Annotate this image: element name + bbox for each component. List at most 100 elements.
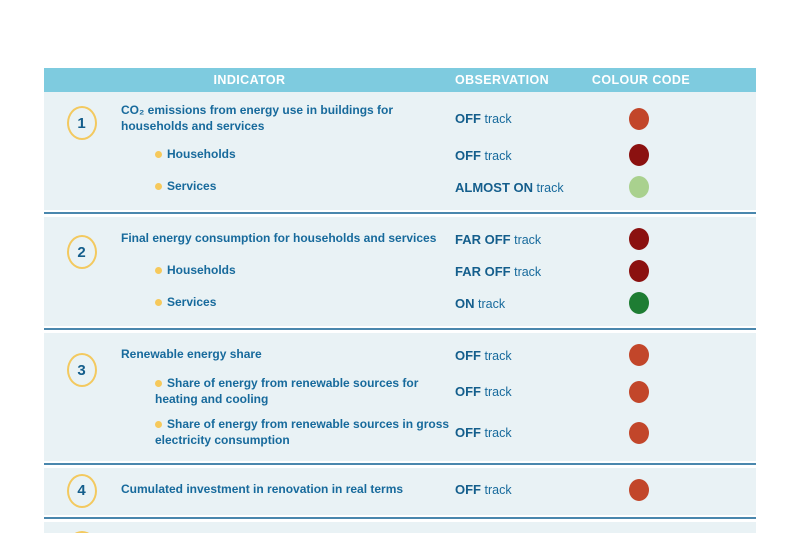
- status-dot: [628, 260, 649, 283]
- status-dot: [628, 344, 649, 367]
- table-row: Services ON track: [119, 287, 756, 319]
- indicator-number-badge: 2: [66, 235, 97, 270]
- section-divider: [44, 212, 756, 215]
- bullet-icon: [155, 150, 162, 158]
- bullet-icon: [155, 379, 162, 387]
- indicator-group-1: 1 CO₂ emissions from energy use in build…: [44, 92, 756, 211]
- observation-suffix: track: [514, 232, 542, 247]
- indicator-number-column: 2: [44, 223, 119, 319]
- observation-cell: OFF track: [455, 348, 581, 363]
- colour-code-cell: [581, 144, 696, 167]
- observation-status: OFF: [455, 111, 481, 127]
- observation-suffix: track: [514, 264, 542, 279]
- indicator-number-column: 1: [44, 98, 119, 203]
- indicator-group-2: 2 Final energy consumption for household…: [44, 217, 756, 327]
- observation-suffix: track: [484, 348, 512, 363]
- indicator-number-badge: 3: [66, 353, 97, 388]
- table-header-row: INDICATOR OBSERVATION COLOUR CODE: [44, 68, 756, 92]
- bullet-icon: [155, 298, 162, 306]
- status-dot: [628, 228, 649, 251]
- indicator-group-5: 5 Annual domestic energy expenditure per…: [44, 521, 756, 533]
- section-divider: [44, 328, 756, 331]
- status-dot: [628, 144, 649, 167]
- indicator-number-column: 3: [44, 339, 119, 453]
- observation-status: OFF: [455, 384, 481, 400]
- table-row: Cumulated investment in renovation in re…: [119, 474, 756, 506]
- observation-cell: OFF track: [455, 111, 581, 126]
- indicator-label: CO₂ emissions from energy use in buildin…: [121, 103, 394, 133]
- sub-indicator-label: Share of energy from renewable sources f…: [119, 376, 455, 407]
- indicator-status-table: INDICATOR OBSERVATION COLOUR CODE 1 CO₂ …: [44, 68, 756, 533]
- colour-code-cell: [581, 107, 696, 130]
- observation-status: OFF: [455, 347, 481, 363]
- indicator-label: Cumulated investment in renovation in re…: [121, 481, 404, 496]
- observation-status: OFF: [455, 482, 481, 498]
- indicator-label: Renewable energy share: [121, 347, 262, 362]
- sub-indicator-text: Services: [167, 295, 217, 310]
- observation-cell: FAR OFF track: [455, 232, 581, 247]
- table-row: Households FAR OFF track: [119, 255, 756, 287]
- observation-cell: ALMOST ON track: [455, 180, 581, 195]
- observation-suffix: track: [484, 426, 512, 441]
- colour-code-cell: [581, 228, 696, 251]
- sub-indicator-text: Share of energy from renewable sources f…: [155, 376, 419, 406]
- observation-status: FAR OFF: [455, 231, 511, 247]
- observation-status: OFF: [455, 147, 481, 163]
- observation-cell: OFF track: [455, 482, 581, 497]
- sub-indicator-label: Services: [119, 295, 455, 311]
- table-row: Renewable energy share OFF track: [119, 339, 756, 371]
- colour-code-cell: [581, 344, 696, 367]
- sub-indicator-label: Share of energy from renewable sources i…: [119, 417, 455, 448]
- observation-cell: OFF track: [455, 148, 581, 163]
- table-row: Final energy consumption for households …: [119, 223, 756, 255]
- section-divider: [44, 462, 756, 465]
- indicator-group-3: 3 Renewable energy share OFF track Share…: [44, 333, 756, 461]
- bullet-icon: [155, 420, 162, 428]
- sub-indicator-text: Households: [167, 263, 236, 278]
- colour-code-cell: [581, 260, 696, 283]
- observation-cell: OFF track: [455, 384, 581, 399]
- observation-cell: ON track: [455, 296, 581, 311]
- colour-code-cell: [581, 421, 696, 444]
- bullet-icon: [155, 266, 162, 274]
- colour-code-cell: [581, 176, 696, 199]
- observation-status: OFF: [455, 425, 481, 441]
- indicator-number-badge: 4: [66, 473, 97, 508]
- observation-suffix: track: [477, 296, 506, 311]
- observation-suffix: track: [484, 385, 512, 400]
- table-row: Services ALMOST ON track: [119, 171, 756, 203]
- observation-status: ALMOST ON: [455, 179, 533, 195]
- sub-indicator-label: Households: [119, 263, 455, 279]
- sub-indicator-label: Households: [119, 147, 455, 163]
- observation-status: ON: [455, 295, 475, 311]
- observation-suffix: track: [536, 180, 564, 195]
- sub-indicator-text: Services: [167, 179, 217, 194]
- observation-status: FAR OFF: [455, 263, 511, 279]
- table-row: Households OFF track: [119, 139, 756, 171]
- table-row: Annual domestic energy expenditure per h…: [119, 528, 756, 533]
- observation-cell: OFF track: [455, 425, 581, 440]
- status-dot: [628, 421, 649, 444]
- observation-suffix: track: [484, 112, 512, 127]
- table-row: Share of energy from renewable sources i…: [119, 412, 756, 453]
- indicator-number-column: 4: [44, 473, 119, 508]
- status-dot: [628, 478, 649, 501]
- indicator-label: Final energy consumption for households …: [121, 231, 437, 246]
- observation-suffix: track: [484, 148, 512, 163]
- indicator-group-4: 4 Cumulated investment in renovation in …: [44, 467, 756, 515]
- colour-code-cell: [581, 292, 696, 315]
- colour-code-cell: [581, 478, 696, 501]
- sub-indicator-label: Services: [119, 179, 455, 195]
- indicator-number-badge: 1: [66, 106, 97, 140]
- indicator-number-column: 5: [44, 528, 119, 533]
- section-divider: [44, 516, 756, 519]
- sub-indicator-text: Households: [167, 147, 236, 162]
- status-dot: [628, 380, 649, 403]
- colour-code-cell: [581, 380, 696, 403]
- column-header-observation: OBSERVATION: [455, 73, 549, 87]
- table-row: Share of energy from renewable sources f…: [119, 371, 756, 412]
- sub-indicator-text: Share of energy from renewable sources i…: [155, 417, 450, 447]
- observation-suffix: track: [484, 483, 512, 498]
- table-row: CO₂ emissions from energy use in buildin…: [119, 98, 756, 139]
